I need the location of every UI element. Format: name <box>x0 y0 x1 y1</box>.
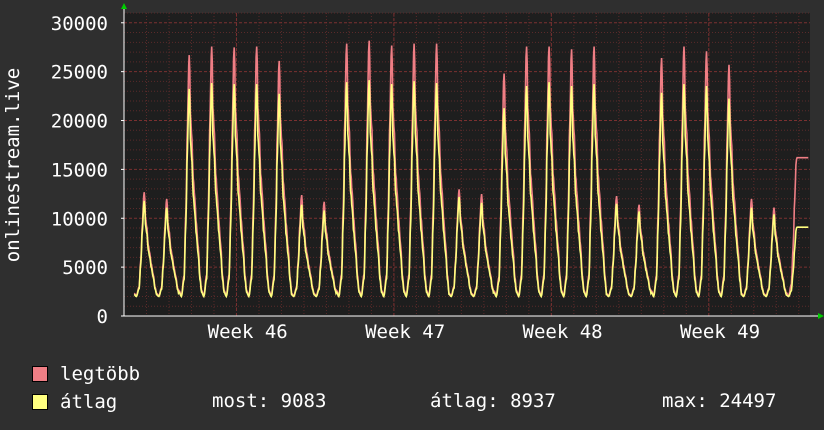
x-axis-arrow <box>818 313 824 319</box>
y-tick-label: 0 <box>97 306 108 328</box>
legend-label-atlag: átlag <box>60 391 118 413</box>
legend-label-legtobb: legtöbb <box>60 363 141 385</box>
y-tick-label: 10000 <box>51 208 108 230</box>
chart-svg: 0 5000 10000 15000 20000 25000 30000 Week 46 Wee… <box>2 3 824 340</box>
y-axis-arrow <box>121 3 127 9</box>
stat-max: max: 24497 <box>662 390 777 412</box>
stat-atlag: átlag: 8937 <box>430 390 556 412</box>
y-tick-label: 20000 <box>51 111 108 133</box>
y-tick-label: 25000 <box>51 62 108 84</box>
y-axis-label: onlinestream.live <box>2 68 24 262</box>
x-week-label: Week 49 <box>680 321 760 340</box>
x-week-label: Week 46 <box>208 321 288 340</box>
legend-swatch-legtobb <box>32 366 48 382</box>
y-tick-label: 15000 <box>51 159 108 181</box>
legend-swatch-atlag <box>32 394 48 410</box>
series-atlag-line <box>133 80 809 299</box>
y-tick-label: 30000 <box>51 13 108 35</box>
chart: 0 5000 10000 15000 20000 25000 30000 Week 46 Wee… <box>2 3 824 340</box>
legend-item-atlag: átlag <box>32 390 117 414</box>
x-week-label: Week 48 <box>523 321 603 340</box>
stat-most: most: 9083 <box>212 390 327 412</box>
y-tick-label: 5000 <box>62 257 108 279</box>
x-week-label: Week 47 <box>365 321 445 340</box>
legend-item-legtobb: legtöbb <box>32 362 140 386</box>
